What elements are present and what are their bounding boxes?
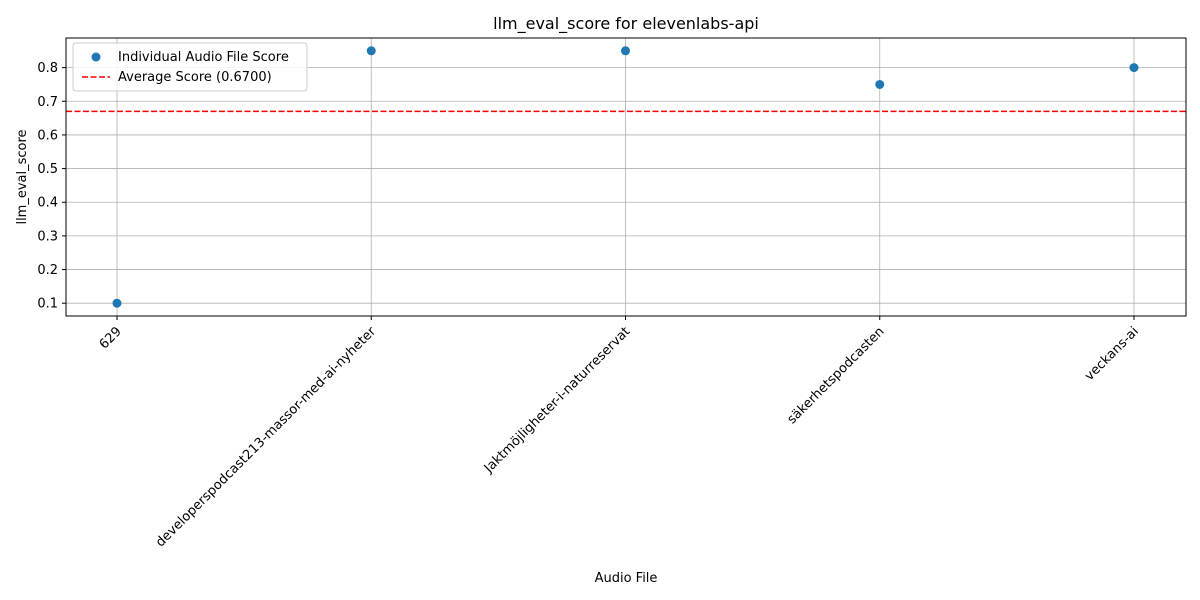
y-tick-label: 0.1	[37, 297, 58, 312]
legend-label-scatter: Individual Audio File Score	[118, 50, 289, 65]
legend-label-average: Average Score (0.6700)	[118, 70, 272, 85]
y-tick-label: 0.4	[37, 196, 58, 211]
y-tick-label: 0.5	[37, 162, 58, 177]
scatter-point	[1129, 63, 1139, 73]
legend: Individual Audio File Score Average Scor…	[72, 42, 308, 92]
y-tick-label: 0.6	[37, 128, 58, 143]
scatter-point	[621, 46, 630, 56]
y-tick-label: 0.2	[37, 263, 58, 278]
y-tick-label: 0.3	[37, 229, 58, 244]
scatter-point	[112, 298, 122, 308]
y-axis-label: llm_eval_score	[15, 129, 30, 224]
chart-title: llm_eval_score for elevenlabs-api	[493, 14, 759, 34]
data-points	[112, 46, 1139, 308]
y-tick-label: 0.8	[37, 61, 58, 76]
legend-marker-scatter	[91, 52, 101, 62]
x-axis-label: Audio File	[595, 571, 658, 586]
legend-box	[72, 42, 308, 92]
y-tick-label: 0.7	[37, 95, 58, 110]
scatter-point	[875, 79, 885, 89]
scatter-point	[366, 46, 376, 56]
y-axis-ticks: 0.1 0.2 0.3 0.4 0.5 0.6 0.7 0.8	[37, 61, 66, 312]
